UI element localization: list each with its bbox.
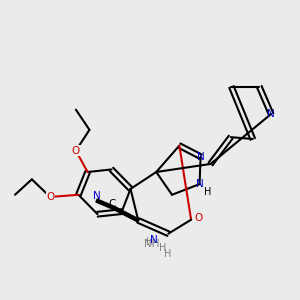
Text: O: O <box>194 213 203 223</box>
Text: H: H <box>146 237 154 247</box>
Text: NH: NH <box>144 239 160 249</box>
Text: O: O <box>72 146 80 156</box>
Text: H: H <box>204 188 211 197</box>
Text: N: N <box>93 191 101 201</box>
Text: N: N <box>197 152 205 162</box>
Text: N: N <box>267 109 275 119</box>
Text: H: H <box>159 243 166 253</box>
Text: H: H <box>164 249 171 259</box>
Text: O: O <box>46 192 54 202</box>
Text: C: C <box>109 199 116 208</box>
Text: N: N <box>196 179 203 189</box>
Text: N: N <box>150 235 158 244</box>
